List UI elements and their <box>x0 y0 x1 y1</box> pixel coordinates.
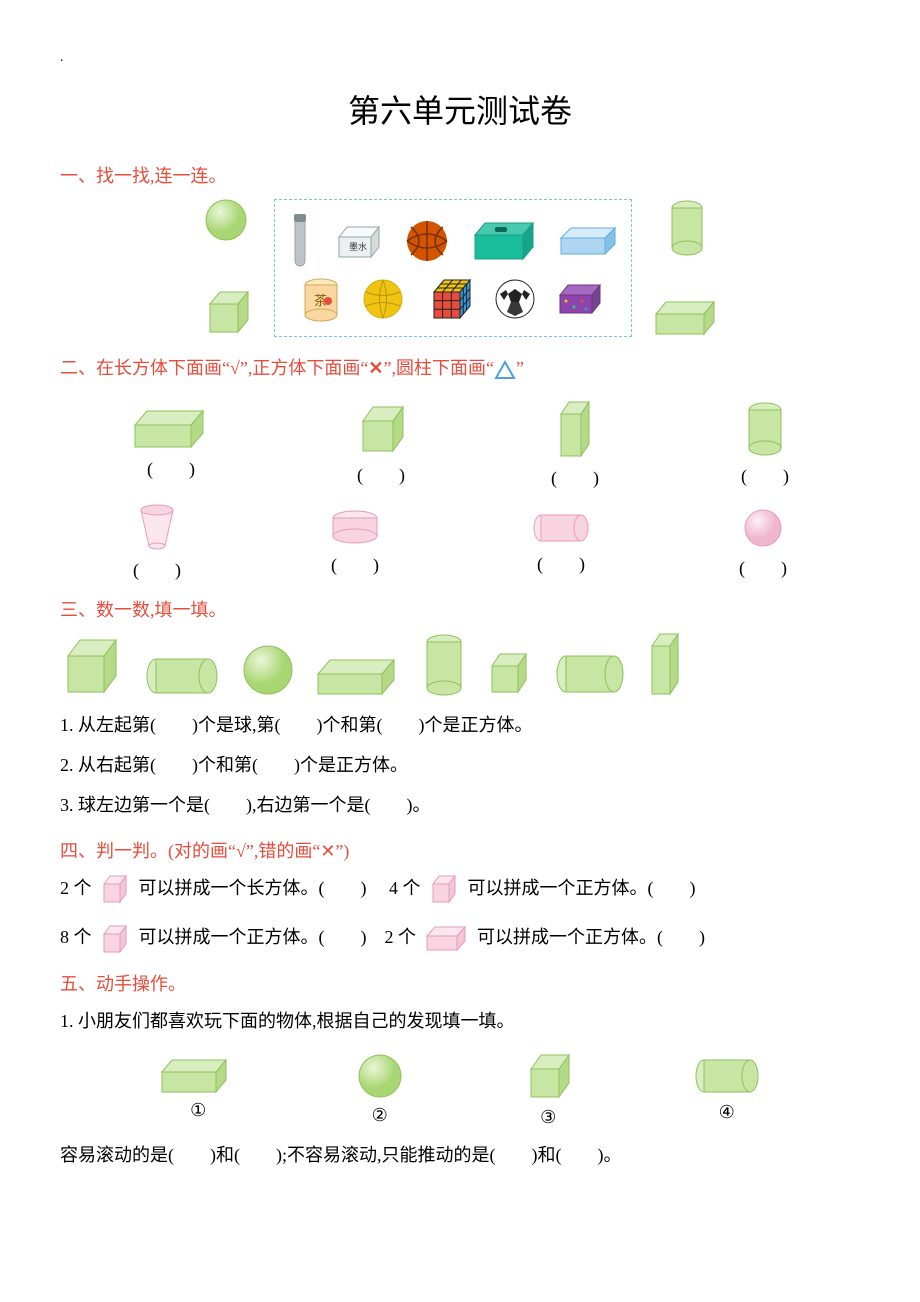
num-2: ② <box>372 1105 388 1126</box>
s4-line2[interactable]: 8 个 可以拼成一个正方体。( ) 2 个 可以拼成一个正方体。( ) <box>60 920 860 956</box>
svg-text:墨水: 墨水 <box>349 241 367 252</box>
cube-icon <box>60 634 124 698</box>
cuboid-icon <box>158 1056 238 1096</box>
blank-8[interactable]: ( ) <box>739 554 787 580</box>
objects-box: 墨水 茶 <box>274 199 632 337</box>
pink-cube-icon <box>427 872 461 906</box>
page-title: 第六单元测试卷 <box>60 86 860 132</box>
lying-cylinder-pink-icon <box>529 510 593 546</box>
sphere-icon <box>355 1051 405 1101</box>
num-1: ① <box>190 1100 206 1121</box>
s2-text-a: 二、在长方体下面画“√”,正方体下面画“ <box>60 358 368 378</box>
blank-3[interactable]: ( ) <box>551 464 599 490</box>
section1-content: 墨水 茶 <box>60 196 860 340</box>
thermos-icon <box>285 212 315 270</box>
triangle-icon <box>494 360 516 380</box>
left-shapes <box>198 196 254 340</box>
inkbox-icon: 墨水 <box>333 221 385 261</box>
section2-heading: 二、在长方体下面画“√”,正方体下面画“✕”,圆柱下面画“ ” <box>60 354 860 380</box>
soccer-ball-icon <box>492 276 538 322</box>
leading-dot: . <box>60 50 860 66</box>
blank-7[interactable]: ( ) <box>537 550 585 576</box>
storage-box-icon <box>469 217 539 265</box>
blank-4[interactable]: ( ) <box>741 462 789 488</box>
section3-shapes <box>60 630 860 698</box>
s2-text-c: ” <box>516 358 524 378</box>
blank-2[interactable]: ( ) <box>357 461 405 487</box>
num-3: ③ <box>540 1107 556 1128</box>
short-cylinder-pink-icon <box>327 509 383 547</box>
cube-icon <box>353 401 409 457</box>
tall-cuboid-icon <box>555 398 595 460</box>
s3-q3[interactable]: 3. 球左边第一个是( ),右边第一个是( )。 <box>60 788 860 822</box>
pink-cube-icon <box>98 872 132 906</box>
cube-icon <box>198 284 254 340</box>
basketball-icon <box>403 217 451 265</box>
section5-heading: 五、动手操作。 <box>60 970 860 996</box>
section2-row2: ( ) ( ) ( ) ( ) <box>60 504 860 582</box>
section4-heading: 四、判一判。(对的画“√”,错的画“✕”) <box>60 837 860 863</box>
lying-cylinder-icon <box>552 650 628 698</box>
cuboid-icon <box>652 298 722 338</box>
lying-cylinder-icon <box>692 1054 762 1098</box>
tea-can-icon: 茶 <box>300 275 342 323</box>
sphere-icon <box>202 196 250 244</box>
section2-row1: ( ) ( ) ( ) ( ) <box>60 398 860 490</box>
rubiks-cube-icon <box>424 274 474 324</box>
cube-icon <box>484 648 534 698</box>
blank-5[interactable]: ( ) <box>133 556 181 582</box>
sphere-icon <box>240 642 296 698</box>
cylinder-icon <box>744 400 786 458</box>
towel-box-icon <box>557 224 621 258</box>
cuboid-icon <box>314 656 404 698</box>
num-4: ④ <box>719 1102 735 1123</box>
s3-q1[interactable]: 1. 从左起第( )个是球,第( )个和第( )个是正方体。 <box>60 708 860 742</box>
s2-text-b: ”,圆柱下面画“ <box>383 358 493 378</box>
s5-q2[interactable]: 容易滚动的是( )和( );不容易滚动,只能推动的是( )和( )。 <box>60 1138 860 1172</box>
pink-cube-icon <box>98 922 132 956</box>
cup-icon <box>135 504 179 552</box>
volleyball-icon <box>360 276 406 322</box>
lying-cylinder-icon <box>142 654 222 698</box>
section3-heading: 三、数一数,填一填。 <box>60 596 860 622</box>
sphere-pink-icon <box>741 506 785 550</box>
cross-mark-icon: ✕ <box>368 358 383 378</box>
cylinder-icon <box>422 632 466 698</box>
s3-q2[interactable]: 2. 从右起第( )个和第( )个是正方体。 <box>60 748 860 782</box>
brick-icon <box>556 281 606 317</box>
section5-shapes: ① ② ③ ④ <box>100 1049 820 1128</box>
cuboid-flat-icon <box>131 407 211 451</box>
right-shapes <box>652 198 722 338</box>
cylinder-icon <box>667 198 707 258</box>
blank-1[interactable]: ( ) <box>147 455 195 481</box>
pink-cuboid-icon <box>423 924 471 954</box>
s4-line1[interactable]: 2 个 可以拼成一个长方体。( ) 4 个 可以拼成一个正方体。( ) <box>60 871 860 907</box>
s5-q1: 1. 小朋友们都喜欢玩下面的物体,根据自己的发现填一填。 <box>60 1004 860 1038</box>
blank-6[interactable]: ( ) <box>331 551 379 577</box>
tall-cuboid-icon <box>646 630 684 698</box>
section1-heading: 一、找一找,连一连。 <box>60 162 860 188</box>
cube-icon <box>521 1049 575 1103</box>
